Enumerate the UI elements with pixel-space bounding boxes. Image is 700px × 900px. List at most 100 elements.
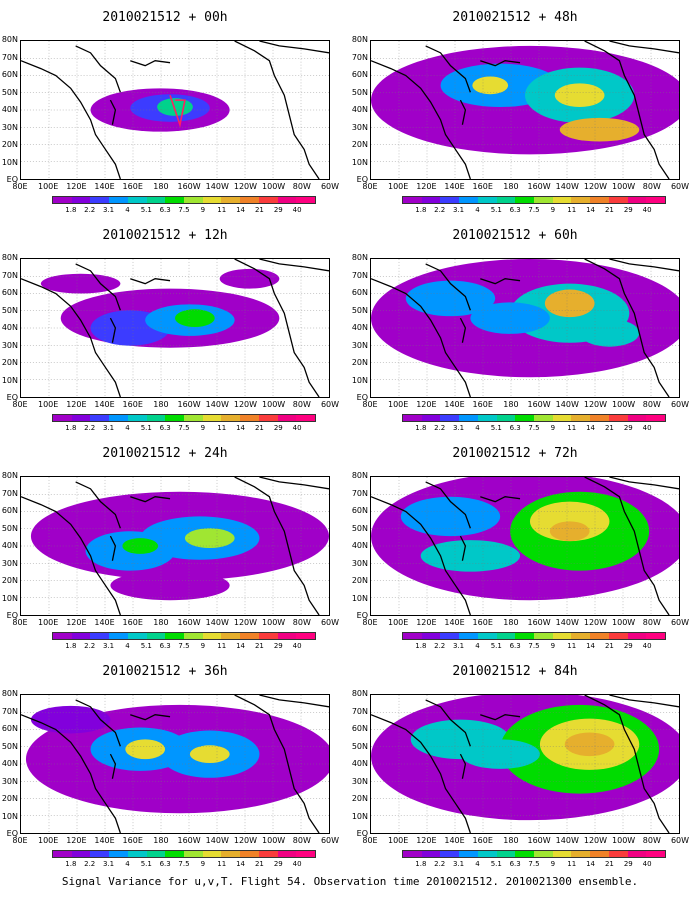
latitude-label: 50N bbox=[1, 523, 18, 533]
longitude-label: 80W bbox=[642, 618, 661, 627]
colorbar-label: 40 bbox=[292, 642, 302, 650]
longitude-label: 100W bbox=[612, 182, 636, 191]
longitude-label: 100W bbox=[262, 400, 286, 409]
colorbar-label: 21 bbox=[604, 424, 614, 432]
colorbar-swatch bbox=[608, 851, 628, 857]
colorbar-swatch bbox=[590, 851, 609, 857]
colorbar-swatch bbox=[608, 197, 628, 203]
coastline bbox=[459, 317, 467, 343]
coastline bbox=[609, 477, 679, 490]
colorbar-label: 4 bbox=[125, 206, 130, 214]
colorbar-swatch bbox=[608, 415, 628, 421]
latitude-label: 10N bbox=[1, 593, 18, 603]
colorbar-swatch bbox=[496, 197, 516, 203]
colorbar-swatch bbox=[184, 415, 203, 421]
latitude-label: 80N bbox=[1, 471, 18, 480]
colorbar-label: 11 bbox=[217, 642, 227, 650]
colorbar-swatch bbox=[515, 851, 535, 857]
colorbar-swatch bbox=[296, 633, 316, 639]
colorbar-swatch bbox=[459, 415, 478, 421]
longitude-label: 140E bbox=[94, 182, 115, 191]
colorbar-swatch bbox=[459, 197, 478, 203]
coastline bbox=[480, 714, 521, 721]
coastline bbox=[459, 753, 467, 779]
latitude-label: 40N bbox=[351, 759, 368, 768]
longitude-label: 120E bbox=[416, 618, 437, 627]
latitude-label: 50N bbox=[1, 87, 18, 97]
colorbar-swatch bbox=[184, 633, 203, 639]
colorbar-label: 1.8 bbox=[415, 860, 427, 868]
colorbar-swatch bbox=[277, 415, 297, 421]
longitude-label: 160E bbox=[122, 836, 143, 845]
longitude-label: 160W bbox=[527, 182, 551, 191]
latitude-label: 60N bbox=[1, 70, 18, 79]
colorbar-label: 6.3 bbox=[159, 424, 171, 432]
colorbar-label: 14 bbox=[586, 860, 596, 868]
colorbar-label: 5.1 bbox=[140, 860, 152, 868]
colorbar-swatch bbox=[440, 415, 460, 421]
longitude-label: 140W bbox=[205, 836, 229, 845]
longitude-label: 160E bbox=[472, 836, 493, 845]
latitude-label: 30N bbox=[351, 122, 368, 132]
coastline bbox=[584, 259, 670, 397]
latitude-label: 80N bbox=[351, 35, 368, 44]
colorbar-label: 2.2 bbox=[434, 206, 446, 214]
coastline bbox=[371, 496, 471, 615]
panel-title: 2010021512 + 84h bbox=[452, 664, 578, 679]
colorbar-label: 3.1 bbox=[102, 424, 115, 432]
coastline bbox=[75, 481, 121, 529]
colorbar-label: 11 bbox=[217, 860, 227, 868]
colorbar-label: 5.1 bbox=[140, 206, 152, 214]
longitude-label: 160W bbox=[177, 618, 201, 627]
colorbar-swatch bbox=[184, 197, 203, 203]
longitude-label: 80E bbox=[12, 182, 28, 191]
longitude-label: 100E bbox=[388, 836, 409, 845]
colorbar-label: 5.1 bbox=[490, 642, 502, 650]
colorbar-swatch bbox=[146, 415, 166, 421]
variance-map bbox=[20, 476, 330, 616]
latitude-label: EQ bbox=[356, 175, 368, 184]
colorbar-swatch bbox=[146, 851, 166, 857]
colorbar-swatch bbox=[571, 415, 591, 421]
colorbar-label: 7.5 bbox=[528, 424, 540, 432]
colorbar-label: 14 bbox=[586, 206, 596, 214]
longitude-label: 60W bbox=[670, 400, 690, 409]
colorbar-swatch bbox=[202, 633, 222, 639]
colorbar-label: 3.1 bbox=[102, 206, 115, 214]
longitude-label: 80E bbox=[12, 836, 28, 845]
latitude-label: 40N bbox=[351, 105, 368, 114]
latitude-label: 40N bbox=[1, 323, 18, 332]
latitude-label: 40N bbox=[1, 105, 18, 114]
longitude-label: 100E bbox=[388, 400, 409, 409]
colorbar-label: 3.1 bbox=[452, 424, 465, 432]
longitude-label: 80W bbox=[292, 836, 311, 845]
coastline bbox=[480, 278, 521, 285]
latitude-label: 30N bbox=[351, 776, 368, 786]
coastline bbox=[234, 259, 320, 397]
colorbar-label: 14 bbox=[236, 860, 246, 868]
longitude-label: 140E bbox=[444, 182, 465, 191]
colorbar-swatch bbox=[165, 415, 185, 421]
latitude-label: 50N bbox=[351, 87, 368, 97]
colorbar-swatch bbox=[421, 851, 441, 857]
latitude-label: 30N bbox=[1, 558, 18, 568]
longitude-label: 80W bbox=[292, 400, 311, 409]
forecast-panel: 2010021512 + 84h 80N 70N 60N 50N 40N 30N 20N 10N… bbox=[350, 654, 689, 874]
variance-contour bbox=[189, 745, 230, 764]
coastline bbox=[259, 259, 329, 272]
longitude-label: 60W bbox=[670, 618, 690, 627]
longitude-label: 180 bbox=[503, 400, 519, 409]
colorbar-label: 3.1 bbox=[452, 860, 465, 868]
colorbar-label: 4 bbox=[475, 424, 480, 432]
colorbar bbox=[402, 196, 666, 204]
colorbar bbox=[402, 632, 666, 640]
longitude-label: 180 bbox=[153, 400, 169, 409]
colorbar-label: 29 bbox=[623, 860, 633, 868]
longitude-label: 120E bbox=[416, 400, 437, 409]
longitude-label: 80W bbox=[292, 618, 311, 627]
coastline bbox=[259, 41, 329, 54]
longitude-label: 60W bbox=[320, 836, 340, 845]
colorbar-label: 40 bbox=[292, 424, 302, 432]
latitude-label: 20N bbox=[1, 576, 18, 585]
colorbar-swatch bbox=[221, 197, 241, 203]
